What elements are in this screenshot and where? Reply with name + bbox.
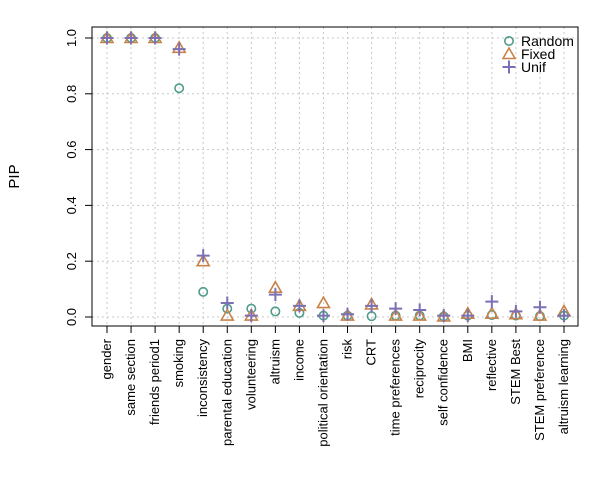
x-tick-label: STEM preference: [532, 339, 547, 441]
point-unif: [341, 307, 355, 321]
point-fixed: [532, 307, 548, 321]
point-unif: [196, 249, 210, 263]
x-tick-label: risk: [340, 339, 355, 360]
x-axis: gender same section friends period1 smoking…: [99, 326, 571, 447]
y-axis-title: PIP: [6, 164, 23, 188]
x-tick-label: same section: [123, 339, 138, 416]
legend-label-fixed: Fixed: [521, 46, 555, 62]
point-random: [174, 83, 185, 94]
point-fixed: [316, 295, 331, 309]
point-unif: [316, 309, 330, 323]
x-tick-label: gender: [99, 338, 114, 379]
grid-lines: [92, 27, 578, 326]
legend-marker-random: [503, 35, 514, 46]
y-tick-label: 0.6: [64, 141, 79, 159]
point-unif: [244, 309, 258, 323]
point-unif: [437, 309, 451, 323]
legend-label-random: Random: [521, 33, 574, 49]
x-tick-label: inconsistency: [195, 339, 210, 418]
x-tick-label: altruism: [267, 339, 282, 385]
point-fixed: [484, 306, 500, 319]
point-unif: [220, 296, 234, 310]
point-unif: [268, 288, 282, 302]
y-tick-label: 0.4: [64, 196, 79, 214]
point-fixed: [412, 307, 428, 321]
y-axis: 0.0 0.2 0.4 0.6 0.8 1.0: [64, 29, 92, 326]
series-fixed: [99, 30, 572, 322]
point-fixed: [195, 253, 211, 267]
x-tick-label: altruism learning: [556, 339, 571, 434]
series-unif: [100, 31, 571, 323]
x-tick-label: self confidence: [436, 339, 451, 426]
legend-item-unif: Unif: [502, 59, 546, 75]
point-unif: [172, 42, 186, 56]
point-unif: [389, 302, 403, 316]
x-tick-label: political orientation: [315, 339, 330, 447]
point-unif: [533, 300, 547, 314]
x-tick-label: friends period1: [147, 339, 162, 425]
legend-item-fixed: Fixed: [501, 46, 555, 62]
point-fixed: [219, 307, 235, 321]
plot-frame: [91, 26, 579, 327]
legend-label-unif: Unif: [521, 59, 546, 75]
x-tick-label: time preferences: [388, 339, 403, 436]
point-random: [270, 306, 281, 317]
point-unif: [124, 31, 138, 45]
point-unif: [557, 309, 571, 323]
point-unif: [100, 31, 114, 45]
series-random: [102, 32, 569, 322]
x-tick-label: STEM Best: [508, 339, 523, 405]
y-tick-label: 0.8: [64, 85, 79, 103]
x-tick-label: reciprocity: [412, 339, 427, 399]
point-unif: [148, 31, 162, 45]
x-tick-label: smoking: [171, 339, 186, 387]
point-unif: [461, 309, 475, 323]
point-unif: [509, 304, 523, 318]
x-tick-label: parental education: [219, 339, 234, 446]
x-tick-label: CRT: [364, 339, 379, 366]
x-tick-label: reflective: [484, 339, 499, 391]
point-unif: [485, 295, 499, 309]
point-fixed: [508, 306, 524, 320]
point-random: [198, 286, 209, 297]
y-tick-label: 0.0: [64, 308, 79, 326]
point-fixed: [388, 307, 404, 321]
x-tick-label: income: [291, 339, 306, 381]
y-tick-label: 0.2: [64, 252, 79, 270]
x-tick-label: volunteering: [243, 339, 258, 410]
legend-marker-fixed: [501, 46, 517, 60]
x-tick-label: BMI: [460, 339, 475, 362]
legend-item-random: Random: [503, 33, 574, 49]
point-unif: [365, 299, 379, 313]
data-points: [99, 30, 572, 323]
y-tick-label: 1.0: [64, 29, 79, 47]
legend-marker-unif: [502, 60, 516, 74]
point-unif: [292, 299, 306, 313]
point-unif: [413, 303, 427, 317]
